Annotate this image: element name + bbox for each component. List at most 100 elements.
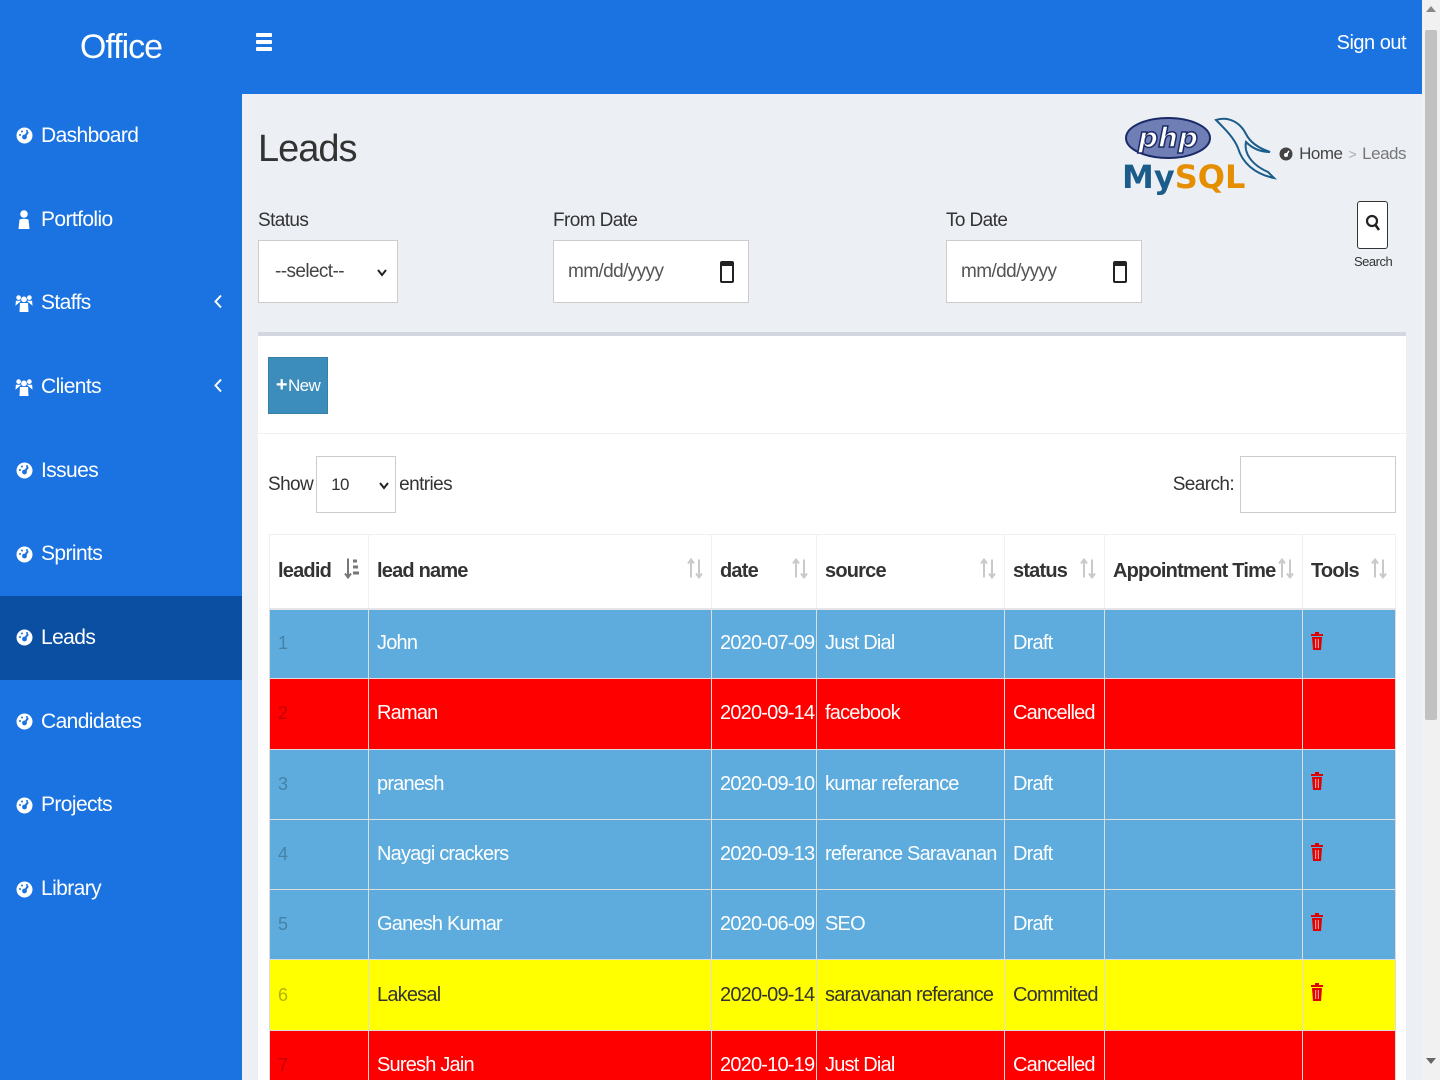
cell-status: Draft: [1004, 607, 1105, 680]
table-row[interactable]: 6 Lakesal 2020-09-14 saravanan referance Com…: [269, 959, 1396, 1031]
cell-tools: [1302, 818, 1396, 891]
sidebar-item-leads[interactable]: Leads: [0, 596, 242, 680]
php-mysql-logo: php MySQL: [1122, 117, 1278, 196]
cell-appointment: [1104, 748, 1303, 820]
sort-ascending-icon: [344, 558, 360, 585]
cell-source: saravanan referance: [816, 959, 1005, 1031]
cell-source: facebook: [816, 678, 1005, 750]
dashboard-icon: [15, 462, 33, 480]
cell-date: 2020-09-10: [711, 748, 817, 820]
from-date-input[interactable]: mm/dd/yyyy: [553, 240, 749, 303]
column-header-status[interactable]: status: [1004, 534, 1105, 610]
to-date-input[interactable]: mm/dd/yyyy: [946, 240, 1142, 303]
dashboard-icon: [15, 880, 33, 898]
cell-source: referance Saravanan: [816, 818, 1005, 891]
sort-icon: [1371, 558, 1387, 585]
chevron-down-icon: [379, 475, 389, 495]
cell-id: 5: [269, 889, 369, 961]
calendar-icon[interactable]: [1113, 260, 1127, 283]
from-date-label: From Date: [553, 210, 638, 231]
cell-name: Lakesal: [368, 959, 712, 1031]
search-button[interactable]: [1357, 201, 1388, 249]
table-row[interactable]: 7 Suresh Jain 2020-10-19 Just Dial Cancelled: [269, 1029, 1396, 1080]
entries-value: 10: [331, 474, 349, 494]
main-content: Leads php MySQL Home > Leads Status --se…: [242, 94, 1422, 1080]
sign-out-link[interactable]: Sign out: [1336, 32, 1407, 54]
trash-icon[interactable]: [1311, 772, 1323, 791]
leads-box: + New Show 10 entries Search: leadid lead…: [258, 332, 1406, 1080]
column-header-label: leadid: [278, 559, 332, 582]
column-header-appointment-time[interactable]: Appointment Time: [1104, 534, 1303, 610]
sidebar-item-label: Candidates: [41, 709, 142, 733]
column-header-date[interactable]: date: [711, 534, 817, 610]
show-entries-control: Show 10 entries: [268, 456, 453, 513]
table-row[interactable]: 3 pranesh 2020-09-10 kumar referance Draft: [269, 748, 1396, 820]
column-header-label: date: [720, 559, 759, 582]
table-header-row: leadid lead name date source status Appointme…: [269, 534, 1396, 610]
breadcrumb-home[interactable]: Home: [1299, 144, 1343, 163]
new-lead-button[interactable]: + New: [268, 357, 328, 414]
column-header-source[interactable]: source: [816, 534, 1005, 610]
column-header-label: lead name: [377, 559, 468, 582]
status-select-value: --select--: [275, 260, 345, 282]
to-date-placeholder: mm/dd/yyyy: [961, 260, 1057, 282]
cell-date: 2020-09-14: [711, 678, 817, 750]
entries-select[interactable]: 10: [316, 456, 397, 513]
calendar-icon[interactable]: [720, 260, 734, 283]
cell-date: 2020-09-14: [711, 959, 817, 1031]
page-scrollbar[interactable]: [1422, 0, 1440, 1080]
sidebar-item-candidates[interactable]: Candidates: [0, 680, 242, 764]
cell-date: 2020-09-13: [711, 818, 817, 891]
column-header-lead-name[interactable]: lead name: [368, 534, 712, 610]
trash-icon[interactable]: [1311, 842, 1323, 861]
scroll-thumb[interactable]: [1425, 30, 1437, 720]
status-label: Status: [258, 210, 309, 231]
box-header: + New: [258, 336, 1406, 434]
cell-source: Just Dial: [816, 1029, 1005, 1080]
chevron-left-icon[interactable]: [214, 292, 222, 315]
sidebar-item-label: Portfolio: [41, 207, 113, 231]
cell-source: SEO: [816, 889, 1005, 961]
sidebar-item-issues[interactable]: Issues: [0, 429, 242, 513]
users-icon: [15, 294, 33, 313]
sidebar-item-portfolio[interactable]: Portfolio: [0, 178, 242, 262]
dashboard-icon: [15, 796, 33, 814]
app-logo[interactable]: Office: [79, 27, 163, 66]
sidebar-item-label: Clients: [41, 374, 102, 398]
sidebar-item-label: Staffs: [41, 291, 91, 315]
status-select[interactable]: --select--: [258, 240, 398, 303]
cell-id: 4: [269, 818, 369, 891]
trash-icon[interactable]: [1311, 912, 1323, 931]
table-row[interactable]: 2 Raman 2020-09-14 facebook Cancelled: [269, 678, 1396, 750]
table-row[interactable]: 4 Nayagi crackers 2020-09-13 referance Sara…: [269, 818, 1396, 891]
scroll-down-arrow-icon[interactable]: [1426, 1058, 1436, 1064]
sidebar-item-library[interactable]: Library: [0, 847, 242, 931]
search-button-label: Search: [1354, 254, 1393, 269]
plus-icon: +: [275, 374, 288, 396]
table-row[interactable]: 1 John 2020-07-09 Just Dial Draft: [269, 607, 1396, 680]
trash-icon[interactable]: [1311, 631, 1323, 650]
table-row[interactable]: 5 Ganesh Kumar 2020-06-09 SEO Draft: [269, 889, 1396, 961]
top-header: Office Sign out: [0, 0, 1422, 94]
sidebar-item-sprints[interactable]: Sprints: [0, 512, 242, 596]
cell-status: Cancelled: [1004, 678, 1105, 750]
cell-status: Draft: [1004, 818, 1105, 891]
sidebar-item-staffs[interactable]: Staffs: [0, 261, 242, 345]
table-search-control: Search:: [1173, 456, 1396, 513]
scroll-up-arrow-icon[interactable]: [1426, 6, 1436, 12]
sort-icon: [792, 558, 808, 585]
column-header-leadid[interactable]: leadid: [269, 534, 369, 610]
chevron-left-icon[interactable]: [214, 375, 222, 398]
cell-id: 1: [269, 607, 369, 680]
sidebar-item-clients[interactable]: Clients: [0, 345, 242, 429]
column-header-tools[interactable]: Tools: [1302, 534, 1396, 610]
cell-appointment: [1104, 678, 1303, 750]
table-search-input[interactable]: [1240, 456, 1396, 513]
sidebar-item-label: Leads: [41, 625, 96, 649]
menu-toggle-icon[interactable]: [256, 33, 272, 57]
sidebar-item-dashboard[interactable]: Dashboard: [0, 94, 242, 178]
dashboard-icon: [15, 713, 33, 731]
trash-icon[interactable]: [1311, 983, 1323, 1002]
breadcrumb-separator: >: [1348, 146, 1357, 162]
sidebar-item-projects[interactable]: Projects: [0, 764, 242, 848]
